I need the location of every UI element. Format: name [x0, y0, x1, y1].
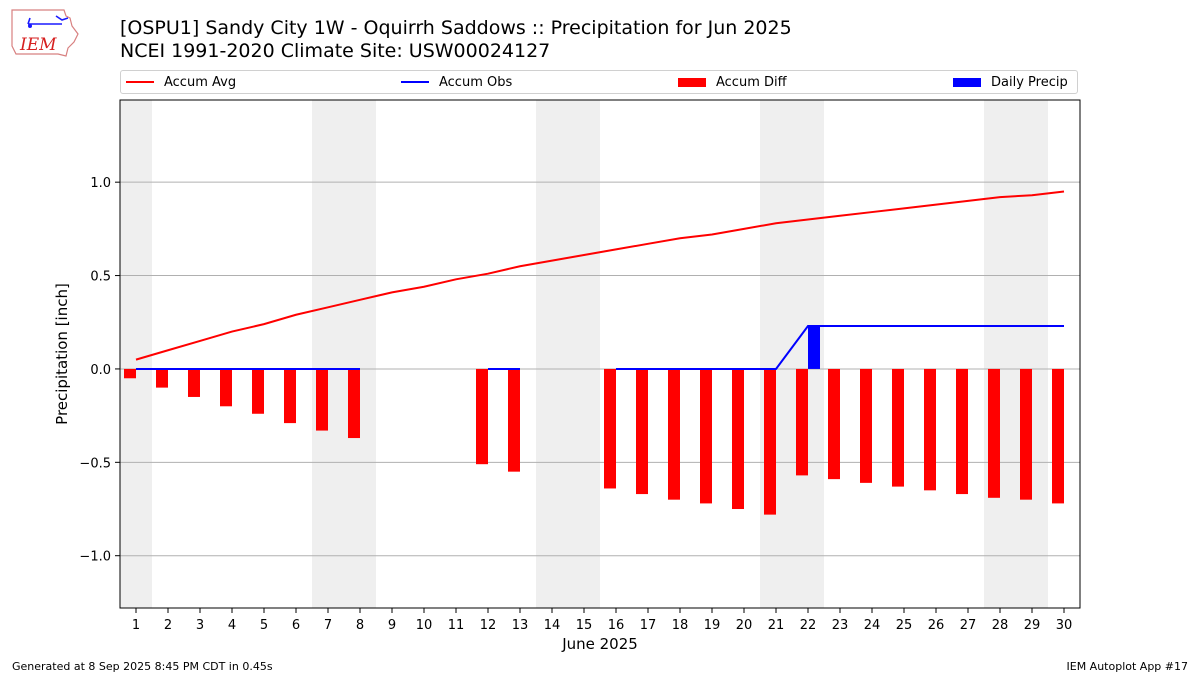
legend-item-accum-obs: Accum Obs: [401, 71, 512, 93]
x-axis-ticks: 1 2 3 4 5 6 7 8 9 10 11 12 13 14 15 16 17 18 19 20 21 22 23 24 2…: [132, 608, 1072, 633]
bar-accum-diff-day-4: [220, 368, 232, 407]
bar-accum-diff-day-1: [124, 368, 136, 379]
bar-accum-diff-day-20: [732, 368, 744, 510]
y-tick-label-2: 0.0: [90, 363, 111, 378]
x-tick-label-9: 9: [388, 618, 396, 633]
weekend-shade-0: [120, 100, 152, 608]
x-tick-label-14: 14: [544, 618, 561, 633]
x-tick-label-11: 11: [448, 618, 465, 633]
legend: Accum Avg Accum Obs Accum Diff Daily Pre…: [120, 70, 1078, 94]
legend-swatch-accum-diff: [678, 77, 706, 87]
x-tick-label-17: 17: [640, 618, 657, 633]
bar-accum-diff-day-18: [668, 368, 680, 500]
legend-swatch-accum-obs: [401, 81, 429, 83]
x-tick-label-12: 12: [480, 618, 497, 633]
bar-accum-diff-day-28: [988, 368, 1000, 498]
x-tick-label-27: 27: [960, 618, 977, 633]
x-axis-label: June 2025: [561, 635, 638, 653]
x-tick-label-21: 21: [768, 618, 785, 633]
x-tick-label-7: 7: [324, 618, 332, 633]
x-tick-label-23: 23: [832, 618, 849, 633]
bar-accum-diff-day-24: [860, 368, 872, 483]
plot-frame: [119, 99, 1081, 609]
chart-subtitle: NCEI 1991-2020 Climate Site: USW00024127: [120, 40, 551, 62]
legend-item-accum-avg: Accum Avg: [126, 71, 236, 93]
y-gridlines: [120, 181, 1080, 557]
bar-accum-diff-day-25: [892, 368, 904, 487]
y-tick-label-4: 1.0: [90, 176, 111, 191]
bar-accum-diff-day-5: [252, 368, 264, 414]
weekend-shade-2: [536, 100, 600, 608]
x-tick-label-25: 25: [896, 618, 913, 633]
x-tick-label-13: 13: [512, 618, 529, 633]
bar-accum-diff-day-19: [700, 368, 712, 504]
x-tick-label-1: 1: [132, 618, 140, 633]
legend-label-daily-precip: Daily Precip: [991, 74, 1068, 90]
legend-item-accum-diff: Accum Diff: [678, 71, 787, 93]
weekend-shade-1: [312, 100, 376, 608]
x-tick-label-20: 20: [736, 618, 753, 633]
x-tick-label-10: 10: [416, 618, 433, 633]
y-axis-label: Precipitation [inch]: [53, 283, 71, 425]
line-accum-obs-2: [616, 324, 1064, 370]
x-tick-label-24: 24: [864, 618, 881, 633]
x-tick-label-3: 3: [196, 618, 204, 633]
bars: [124, 325, 1064, 515]
x-tick-label-18: 18: [672, 618, 689, 633]
x-tick-label-2: 2: [164, 618, 172, 633]
bar-daily-precip-day-22: [808, 325, 820, 369]
bar-accum-diff-day-26: [924, 368, 936, 491]
bar-accum-diff-day-3: [188, 368, 200, 397]
bar-accum-diff-day-17: [636, 368, 648, 495]
bar-accum-diff-day-21: [764, 368, 776, 515]
legend-label-accum-obs: Accum Obs: [439, 74, 513, 90]
iem-logo: IEM: [11, 9, 79, 57]
legend-label-accum-avg: Accum Avg: [164, 74, 237, 90]
x-tick-label-22: 22: [800, 618, 817, 633]
legend-swatch-accum-avg: [126, 81, 154, 83]
weekend-shade-4: [984, 100, 1048, 608]
bar-accum-diff-day-6: [284, 368, 296, 424]
y-tick-label-0: −1.0: [79, 550, 111, 565]
bar-accum-diff-day-8: [348, 368, 360, 439]
bar-accum-diff-day-30: [1052, 368, 1064, 504]
bar-accum-diff-day-27: [956, 368, 968, 495]
chart-title: [OSPU1] Sandy City 1W - Oquirrh Saddows …: [120, 17, 792, 39]
bar-accum-diff-day-22: [796, 368, 808, 476]
x-tick-label-19: 19: [704, 618, 721, 633]
bar-accum-diff-day-12: [476, 368, 488, 465]
y-axis-ticks: −1.0 −0.5 0.0 0.5 1.0: [79, 176, 120, 565]
x-tick-label-6: 6: [292, 618, 300, 633]
legend-swatch-daily-precip: [953, 77, 981, 87]
y-tick-label-3: 0.5: [90, 270, 111, 285]
y-tick-label-1: −0.5: [79, 456, 111, 471]
x-tick-label-4: 4: [228, 618, 236, 633]
x-tick-label-29: 29: [1024, 618, 1041, 633]
footer-generated: Generated at 8 Sep 2025 8:45 PM CDT in 0…: [12, 660, 273, 673]
x-tick-label-26: 26: [928, 618, 945, 633]
logo-text: IEM: [19, 35, 57, 55]
x-tick-label-5: 5: [260, 618, 268, 633]
x-tick-label-15: 15: [576, 618, 593, 633]
x-tick-label-30: 30: [1056, 618, 1073, 633]
bar-accum-diff-day-13: [508, 368, 520, 472]
line-accum-avg-0: [135, 190, 1065, 361]
lines: [135, 190, 1065, 370]
bar-accum-diff-day-29: [1020, 368, 1032, 500]
bar-accum-diff-day-7: [316, 368, 328, 431]
weekend-shading: [120, 100, 1048, 608]
bar-accum-diff-day-2: [156, 368, 168, 388]
x-tick-label-8: 8: [356, 618, 364, 633]
bar-accum-diff-day-16: [604, 368, 616, 489]
x-tick-label-28: 28: [992, 618, 1009, 633]
x-tick-label-16: 16: [608, 618, 625, 633]
legend-item-daily-precip: Daily Precip: [953, 71, 1068, 93]
footer-app: IEM Autoplot App #17: [1066, 660, 1189, 673]
bar-accum-diff-day-23: [828, 368, 840, 480]
legend-label-accum-diff: Accum Diff: [716, 74, 787, 90]
